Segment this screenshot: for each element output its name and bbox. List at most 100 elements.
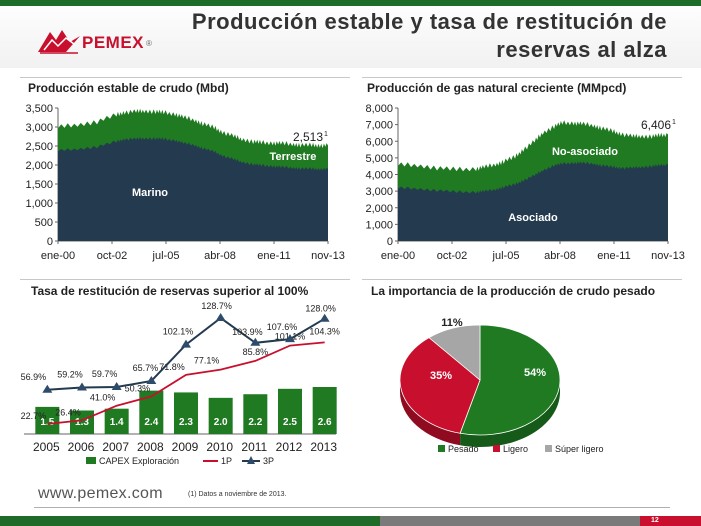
legend-3p-marker — [247, 456, 255, 464]
line-1p-label: 71.8% — [159, 362, 185, 372]
header-background — [0, 0, 701, 68]
capex-bar-label: 1.5 — [40, 417, 54, 428]
pie-slice-label: 54% — [524, 367, 546, 379]
reserves-restitution-chart: 2005 2006 2007 2008 2009 2010 2011 2012 2013 1.5 1… — [21, 301, 340, 466]
y-tick-label: 0 — [387, 236, 393, 248]
line-3p-label: 59.7% — [92, 369, 118, 379]
capex-bar-label: 2.5 — [283, 417, 297, 428]
y-tick-label: 7,000 — [365, 120, 393, 132]
y-tick-label: 5,000 — [365, 153, 393, 165]
line-3p-marker — [250, 337, 261, 346]
capex-bar — [70, 410, 94, 434]
y-tick-label: 6,000 — [365, 136, 393, 148]
y-tick-label: 4,000 — [365, 170, 393, 182]
series-label: Asociado — [508, 212, 558, 224]
y-tick-label: 3,000 — [25, 122, 53, 134]
gas-production-chart: 0 1,000 2,000 3,000 4,000 5,000 6,000 7,000 8,00… — [365, 103, 685, 262]
legend-swatch — [438, 445, 445, 452]
x-tick-label: ene-11 — [597, 250, 630, 262]
x-tick-label: jul-05 — [492, 250, 520, 262]
capex-bar-label: 2.4 — [144, 417, 158, 428]
registered-mark: ® — [146, 39, 153, 49]
line-3p-marker — [285, 334, 295, 343]
x-tick-label: 2008 — [137, 440, 164, 454]
x-tick-label: ene-11 — [257, 250, 290, 262]
section-divider — [20, 77, 350, 78]
line-1p-label: 41.0% — [90, 393, 116, 403]
pie-slice-label: 35% — [430, 370, 452, 382]
series-label: Marino — [132, 187, 168, 199]
bottom-bar-green — [0, 516, 640, 526]
y-tick-label: 3,500 — [25, 103, 53, 115]
top-green-bar — [0, 0, 701, 6]
capex-bar-label: 2.2 — [248, 417, 262, 428]
x-tick-label: oct-02 — [437, 250, 468, 262]
line-3p-label: 107.6% — [267, 322, 298, 332]
footnote: (1) Datos a noviembre de 2013. — [188, 491, 287, 498]
section-divider — [362, 279, 682, 280]
x-tick-label: nov-13 — [651, 250, 685, 262]
x-tick-label: 2005 — [33, 440, 60, 454]
footer-divider — [34, 507, 670, 508]
line-3p-label: 56.9% — [21, 372, 47, 382]
line-3p-marker — [146, 376, 157, 384]
pie-slice-ligero — [399, 337, 481, 434]
y-tick-label: 1,000 — [365, 219, 393, 231]
line-3p-label: 103.9% — [232, 327, 263, 337]
legend-1p-label: 1P — [221, 456, 232, 466]
x-tick-label: ene-00 — [41, 250, 75, 262]
total-value-label: 2,513 — [293, 130, 323, 144]
x-tick-label: abr-08 — [204, 250, 236, 262]
line-3p-marker — [319, 313, 330, 322]
line-1p-label: 26.4% — [55, 407, 81, 417]
page-number: 12 — [651, 517, 659, 524]
series-label: No-asociado — [552, 146, 618, 158]
line-3p-marker — [77, 382, 87, 391]
capex-bar-label: 2.3 — [179, 417, 193, 428]
x-tick-label: 2009 — [172, 440, 199, 454]
line-1p-label: 50.3% — [125, 383, 151, 393]
x-tick-label: oct-02 — [97, 250, 128, 262]
x-tick-label: 2011 — [241, 440, 267, 454]
line-3p-label: 59.2% — [57, 370, 83, 380]
capex-bar — [278, 388, 302, 434]
capex-bar-label: 1.3 — [75, 417, 89, 428]
y-tick-label: 2,500 — [25, 141, 53, 153]
line-3p-label: 128.0% — [305, 304, 336, 314]
x-tick-label: 2010 — [206, 440, 233, 454]
brand-name: PEMEX — [82, 33, 145, 52]
pemex-eagle-logo-icon — [38, 30, 80, 54]
page-title-line-2: reservas al alza — [496, 37, 667, 62]
capex-bar — [312, 387, 337, 434]
y-tick-label: 500 — [35, 217, 53, 229]
x-tick-label: ene-00 — [381, 250, 415, 262]
footer-url[interactable]: www.pemex.com — [38, 485, 163, 502]
bottom-bar-red — [640, 516, 701, 526]
legend-capex-label: CAPEX Exploración — [99, 456, 179, 466]
line-3p-label: 102.1% — [163, 327, 194, 337]
pie-slice-súper-ligero — [428, 324, 481, 381]
line-1p-label: 77.1% — [194, 356, 220, 366]
pie-side-1 — [400, 380, 461, 446]
legend-label: Pesado — [448, 444, 479, 454]
capex-bar — [243, 394, 268, 434]
crude-production-chart: 0 500 1,000 1,500 2,000 2,500 3,000 3,500 ene-00… — [25, 103, 344, 262]
x-tick-label: 2006 — [68, 440, 95, 454]
section-divider — [362, 77, 682, 78]
y-tick-label: 0 — [47, 236, 53, 248]
bottom-bar-grey — [380, 516, 640, 526]
total-note-marker: 1 — [324, 131, 328, 138]
y-tick-label: 2,000 — [365, 203, 393, 215]
line-3p-label: 65.7% — [133, 363, 159, 373]
line-1p-label: 104.3% — [309, 326, 340, 336]
line-1p — [47, 341, 325, 425]
section-divider — [20, 279, 350, 280]
line-3p-marker — [42, 384, 53, 393]
heavy-crude-pie-chart: 54% 35% 11% Pesado Ligero Súper ligero — [399, 317, 604, 454]
area-marino — [58, 136, 328, 241]
line-3p-marker — [215, 313, 226, 321]
reserves-restitution-title: Tasa de restitución de reservas superior… — [31, 284, 309, 298]
legend-label: Ligero — [503, 444, 528, 454]
area-asociado — [398, 161, 668, 241]
